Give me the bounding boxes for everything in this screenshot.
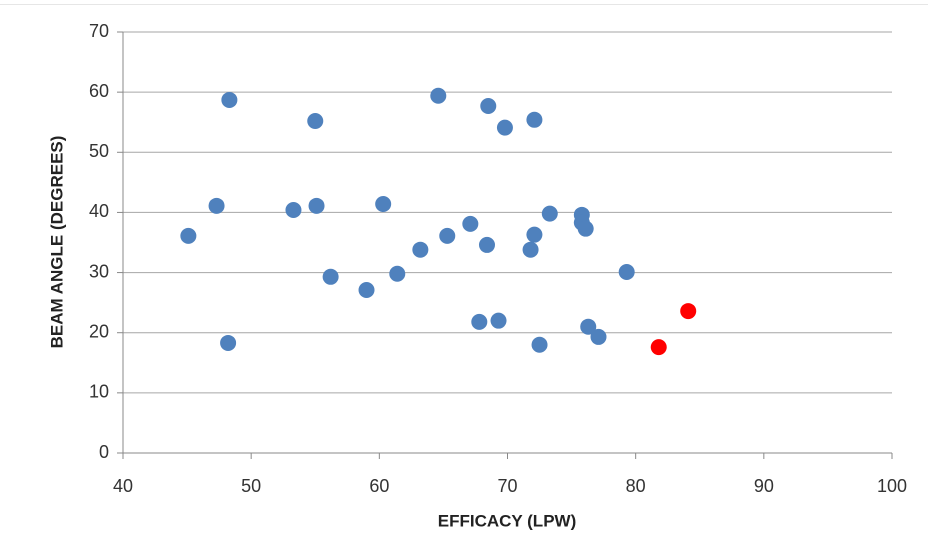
point: [358, 282, 375, 299]
point: [618, 263, 635, 280]
x-tick-label: 60: [369, 476, 389, 496]
y-tick-label: 60: [89, 81, 109, 101]
point: [308, 197, 325, 214]
point: [522, 241, 539, 258]
x-tick-label: 90: [754, 476, 774, 496]
x-tick-label: 50: [241, 476, 261, 496]
x-tick-label: 70: [497, 476, 517, 496]
point: [221, 91, 238, 108]
point: [526, 111, 543, 128]
y-tick-label: 70: [89, 21, 109, 41]
point: [412, 241, 429, 258]
point: [480, 97, 497, 114]
y-tick-label: 50: [89, 141, 109, 161]
point: [375, 196, 392, 213]
y-tick-label: 30: [89, 261, 109, 281]
point: [307, 113, 324, 130]
point: [462, 215, 479, 232]
y-tick-label: 20: [89, 321, 109, 341]
point: [580, 318, 597, 335]
point: [285, 202, 302, 219]
x-tick-label: 100: [877, 476, 907, 496]
point: [531, 336, 548, 353]
point: [430, 87, 447, 104]
point: [496, 119, 513, 136]
point: [577, 220, 594, 237]
point: [590, 328, 607, 345]
point: [180, 227, 197, 244]
x-tick-label: 40: [113, 476, 133, 496]
point: [680, 303, 697, 320]
point: [650, 339, 667, 356]
point: [389, 265, 406, 282]
point: [526, 226, 543, 243]
point: [322, 268, 339, 285]
point: [478, 236, 495, 253]
point: [208, 197, 225, 214]
point: [439, 227, 456, 244]
y-tick-label: 0: [99, 442, 109, 462]
point: [220, 334, 237, 351]
x-tick-label: 80: [626, 476, 646, 496]
y-tick-label: 10: [89, 382, 109, 402]
x-axis-title: EFFICACY (LPW): [438, 511, 577, 530]
point: [471, 313, 488, 330]
y-axis-title: BEAM ANGLE (DEGREES): [47, 136, 66, 349]
point: [541, 205, 558, 222]
y-tick-label: 40: [89, 201, 109, 221]
point: [490, 312, 507, 329]
